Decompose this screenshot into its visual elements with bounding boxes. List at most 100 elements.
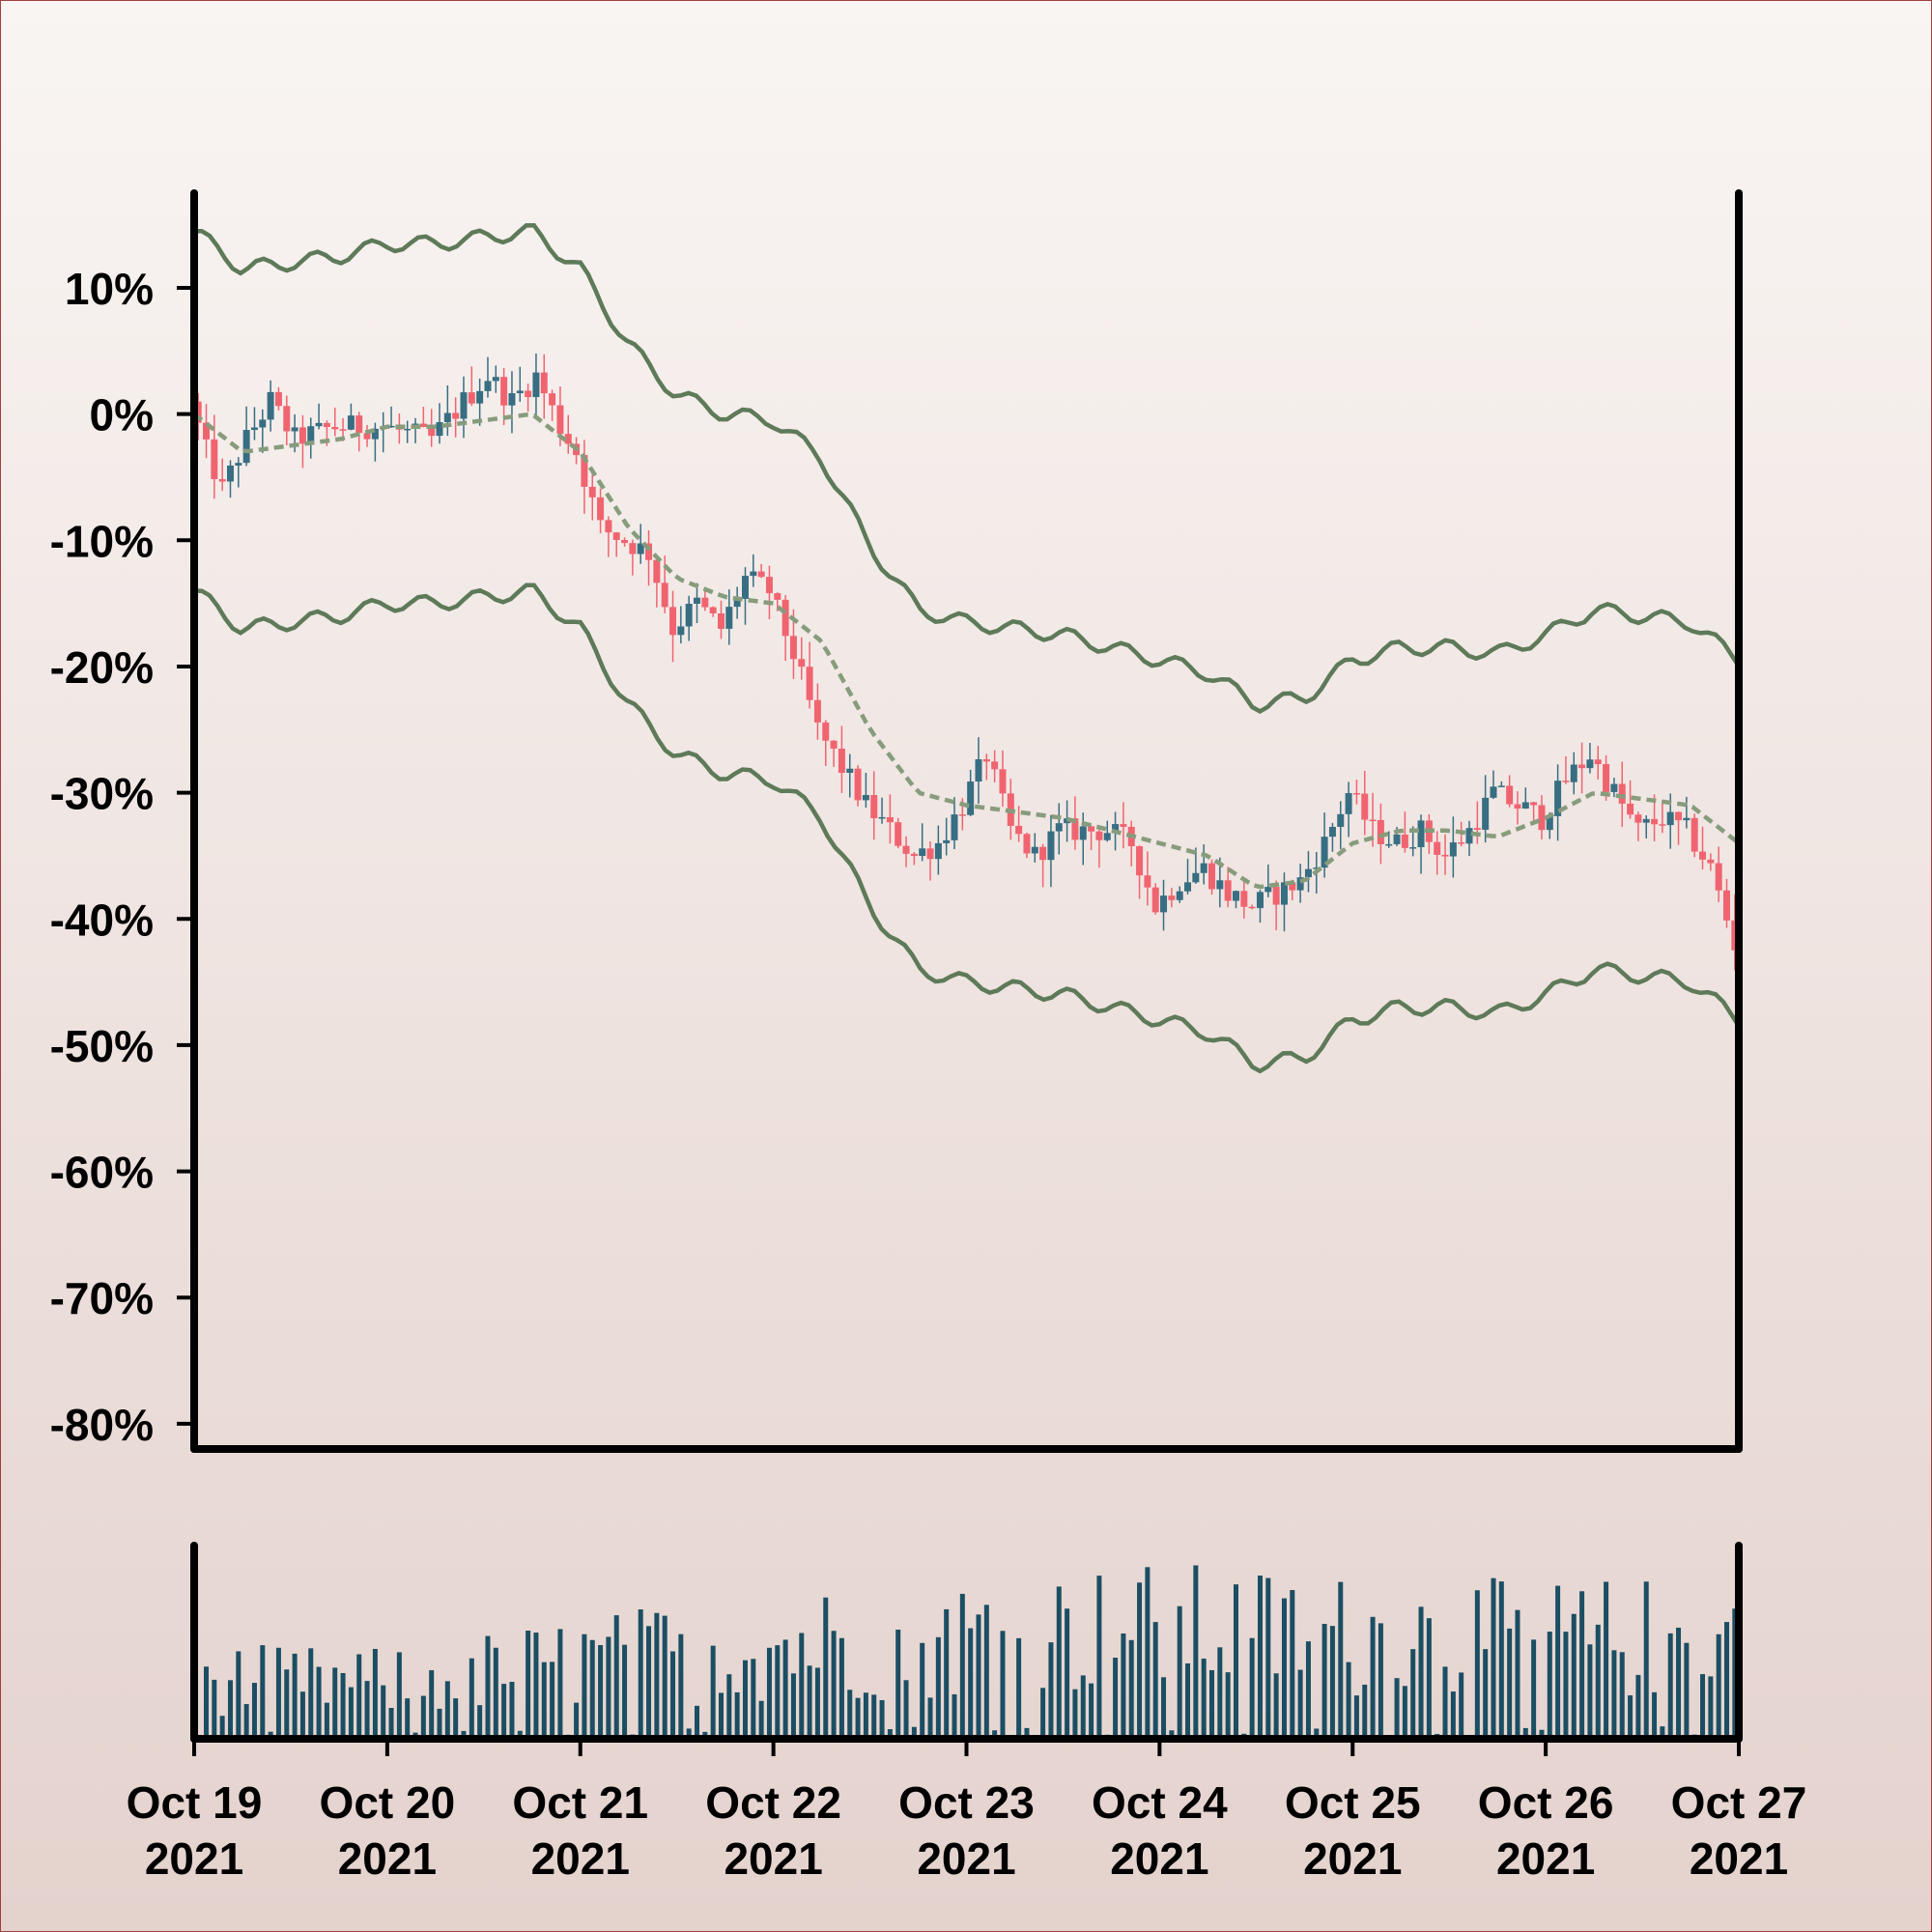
candle-body <box>492 377 499 382</box>
volume-bar <box>598 1644 604 1739</box>
candle-body <box>1289 882 1296 891</box>
candle-body <box>588 486 596 497</box>
volume-bar <box>911 1726 917 1739</box>
candle-body <box>1449 842 1457 857</box>
volume-bar <box>686 1728 692 1739</box>
volume-bar <box>1595 1624 1601 1739</box>
volume-bar <box>799 1633 805 1739</box>
volume-bar <box>920 1642 925 1739</box>
candle-body <box>1562 781 1570 782</box>
candle-body <box>1015 825 1023 835</box>
volume-bar <box>1072 1689 1078 1739</box>
candle-body <box>934 842 942 860</box>
candle-body <box>725 607 733 629</box>
y-tick-label: -50% <box>50 1021 154 1071</box>
volume-bar <box>1539 1729 1545 1739</box>
volume-bar <box>622 1644 628 1739</box>
candle-body <box>1031 846 1038 854</box>
x-tick-label-line: Oct 24 <box>1092 1777 1228 1828</box>
volume-bar <box>814 1667 820 1739</box>
volume-bar <box>469 1658 474 1739</box>
candle-body <box>1176 891 1183 900</box>
candle-body <box>387 425 395 428</box>
candle-body <box>765 577 773 594</box>
volume-bar <box>437 1708 442 1739</box>
volume-bar <box>1410 1649 1416 1739</box>
candle-body <box>1731 920 1739 951</box>
volume-bar <box>1265 1577 1271 1739</box>
candle-body <box>1651 818 1659 825</box>
candle-body <box>428 426 436 437</box>
candle-body <box>1208 863 1216 890</box>
volume-bar <box>1531 1639 1537 1739</box>
volume-bar <box>903 1680 909 1739</box>
volume-bar <box>1233 1584 1238 1739</box>
candle-body <box>419 423 427 427</box>
volume-bar <box>871 1694 877 1739</box>
candle-body <box>975 758 982 782</box>
volume-bar <box>1394 1678 1400 1739</box>
candle-body <box>371 428 379 440</box>
volume-bar <box>332 1667 338 1739</box>
volume-bar <box>1459 1672 1464 1739</box>
volume-bar <box>1065 1608 1070 1739</box>
volume-bar <box>1185 1662 1191 1739</box>
volume-bar <box>1225 1672 1231 1739</box>
candle-body <box>1385 843 1393 846</box>
volume-bar <box>1016 1637 1022 1739</box>
volume-bar <box>710 1645 716 1739</box>
candle-body <box>1224 880 1232 901</box>
volume-bar <box>1121 1633 1126 1739</box>
moving-average <box>192 412 1741 890</box>
candle-body <box>774 593 781 600</box>
x-tick-label-line: Oct 19 <box>127 1777 263 1828</box>
volume-bar <box>243 1704 249 1739</box>
volume-bar <box>1056 1586 1062 1739</box>
volume-bar <box>1450 1691 1456 1739</box>
volume-bar <box>1193 1565 1199 1739</box>
volume-bar <box>1249 1637 1255 1739</box>
candle-body <box>1417 820 1425 848</box>
volume-bar <box>1177 1605 1182 1739</box>
candle-body <box>733 598 741 608</box>
volume-bar <box>1161 1677 1167 1739</box>
volume-bar <box>1152 1622 1158 1739</box>
candle-body <box>1321 837 1328 868</box>
candle-body <box>1482 797 1490 830</box>
candle-body <box>460 392 468 419</box>
candle-body <box>1578 764 1586 769</box>
x-tick-label: Oct 26 2021 <box>1478 1777 1614 1884</box>
volume-bar <box>1652 1691 1658 1739</box>
candle-body <box>1168 895 1176 900</box>
volume-bar <box>751 1659 756 1739</box>
candle-body <box>476 390 484 404</box>
candle-body <box>1103 833 1111 840</box>
candle-body <box>919 848 926 857</box>
volume-bars <box>195 1565 1738 1739</box>
volume-bar <box>533 1633 539 1739</box>
volume-bar <box>613 1615 619 1739</box>
volume-bar <box>275 1647 281 1739</box>
volume-bar <box>935 1636 941 1739</box>
candle-body <box>1634 814 1642 823</box>
volume-bar <box>1635 1674 1641 1739</box>
volume-bar <box>429 1670 435 1739</box>
volume-bar <box>944 1608 950 1739</box>
volume-bar <box>557 1629 563 1739</box>
candle-body <box>701 597 709 608</box>
volume-bar <box>670 1651 676 1739</box>
volume-bar <box>461 1730 467 1739</box>
volume-bar <box>227 1680 233 1739</box>
volume-bar <box>1217 1647 1223 1739</box>
volume-bar <box>212 1679 217 1739</box>
candle-body <box>605 520 612 533</box>
x-tick-label-line: 2021 <box>1303 1833 1402 1884</box>
candle-body <box>516 390 524 394</box>
volume-bar <box>420 1695 426 1739</box>
volume-bar <box>927 1697 933 1739</box>
volume-bar <box>1684 1642 1690 1739</box>
candle-body <box>677 626 685 636</box>
volume-bar <box>678 1634 684 1739</box>
volume-bar <box>364 1681 370 1739</box>
candle-body <box>612 532 620 540</box>
